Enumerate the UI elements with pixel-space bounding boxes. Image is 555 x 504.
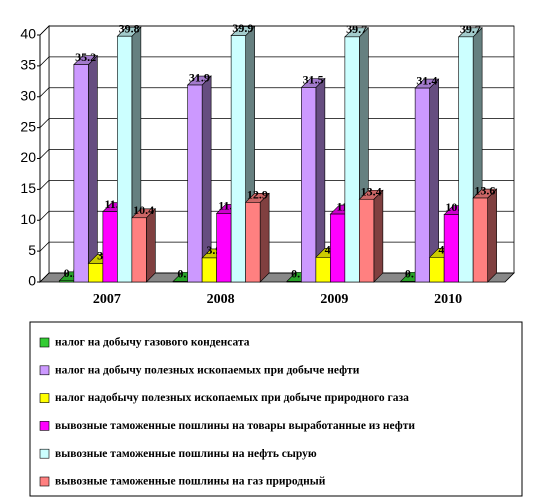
value-label: 39.7 (346, 22, 367, 36)
bar (286, 281, 302, 283)
bar-side (259, 192, 270, 283)
bar (187, 84, 203, 283)
value-label: 13.6 (474, 183, 495, 197)
y-tick-label: 15 (20, 180, 36, 196)
y-tick-label: 40 (20, 26, 36, 42)
value-label: 31.4 (416, 73, 437, 87)
bar (59, 280, 75, 283)
value-label: 12.9 (247, 188, 268, 202)
value-label: 39.7 (460, 22, 481, 36)
legend-box (29, 321, 523, 497)
bar (330, 213, 346, 283)
value-label: 31.5 (303, 73, 324, 87)
legend-swatch (39, 421, 50, 431)
x-tick-label: 2010 (434, 292, 462, 307)
bar (472, 197, 488, 283)
legend-label: вывозные таможенные пошлины на нефть сыр… (55, 448, 317, 460)
bar (201, 257, 217, 283)
bar (443, 214, 459, 283)
bar (429, 256, 445, 283)
bar (117, 35, 133, 283)
legend-swatch (39, 365, 50, 376)
bar (359, 198, 375, 283)
y-tick-label: 25 (20, 118, 36, 134)
legend-label: налог на добычу газового конденсата (55, 337, 250, 349)
legend-swatch (39, 337, 50, 348)
bar (301, 87, 317, 283)
y-tick-label: 30 (20, 87, 36, 103)
bar (216, 213, 232, 283)
legend-label: налог надобычу полезных ископаемых при д… (55, 392, 409, 404)
bar (414, 87, 430, 283)
bar-side (88, 54, 98, 283)
legend-swatch (39, 448, 50, 459)
legend-label: вывозные таможенные пошлины на товары вы… (55, 420, 415, 432)
legend-swatch (39, 476, 50, 487)
grid-line (39, 25, 514, 36)
bar-side (373, 189, 384, 283)
value-label: 4 (325, 243, 331, 257)
y-tick-label: 0 (28, 273, 36, 289)
y-tick-label: 10 (20, 211, 36, 227)
bar (73, 64, 89, 283)
value-label: 39.8 (119, 21, 140, 35)
y-tick-label: 5 (28, 242, 36, 258)
x-tick-label: 2008 (207, 292, 235, 307)
value-label: 35.2 (75, 50, 96, 64)
value-label: 3 (97, 249, 103, 263)
value-label: 39.9 (232, 21, 253, 35)
value-label: 4 (438, 243, 444, 257)
bar (400, 281, 416, 283)
legend-swatch (39, 393, 50, 403)
bar (88, 263, 104, 283)
bar (172, 281, 188, 283)
value-label: 10.4 (133, 203, 154, 217)
legend-label: налог на добычу полезных ископаемых при … (55, 364, 360, 376)
y-tick-label: 35 (20, 57, 36, 73)
x-tick-label: 2007 (93, 292, 121, 307)
bar-side (487, 188, 497, 283)
legend-label: вывозные таможенные пошлины на газ приро… (55, 476, 326, 488)
bar (344, 36, 360, 283)
bar (131, 217, 147, 283)
value-label: 11 (336, 199, 347, 213)
y-tick-label: 20 (20, 149, 36, 165)
bar (315, 256, 331, 283)
bar (458, 36, 474, 283)
value-label: 13.4 (361, 185, 382, 199)
bar-side (146, 208, 156, 283)
bar (102, 211, 118, 283)
value-label: 31.9 (189, 70, 210, 84)
bar (230, 35, 246, 283)
bar (245, 202, 261, 283)
x-tick-label: 2009 (320, 292, 348, 307)
